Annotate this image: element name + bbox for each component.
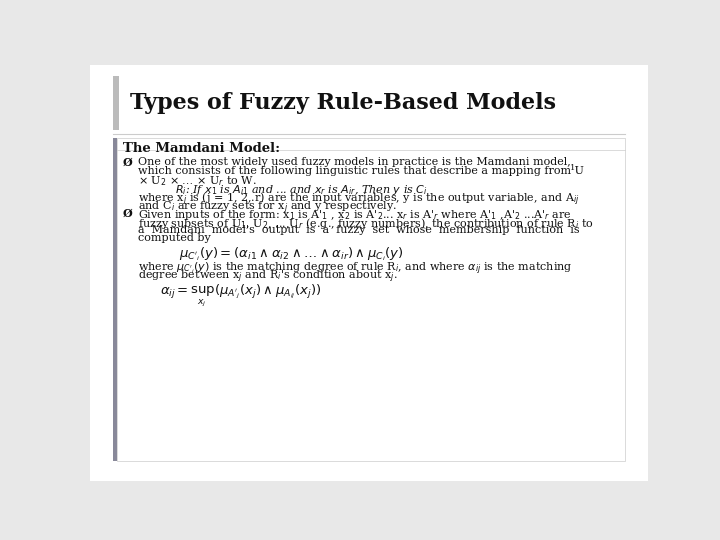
Bar: [113, 76, 120, 130]
Text: degree between x$_j$ and R$_i$'s condition about x$_j$.: degree between x$_j$ and R$_i$'s conditi…: [138, 269, 397, 285]
Text: computed by: computed by: [138, 233, 211, 244]
Text: where x$_j$ is (j = 1, 2,.r) are the input variables, y is the output variable, : where x$_j$ is (j = 1, 2,.r) are the inp…: [138, 191, 580, 208]
Text: $\alpha_{ij} = \sup_{x_j}(\mu_{A'_j}(x_j) \wedge \mu_{A_{ij}}(x_j))$: $\alpha_{ij} = \sup_{x_j}(\mu_{A'_j}(x_j…: [160, 283, 321, 309]
Text: and C$_i$ are fuzzy sets for x$_j$ and y respectively.: and C$_i$ are fuzzy sets for x$_j$ and y…: [138, 200, 397, 216]
Text: $R_i$: If $x_1$ is $A_{i1}$ and ... and $x_r$ is $A_{ir}$, Then $y$ is $C_i$: $R_i$: If $x_1$ is $A_{i1}$ and ... and …: [175, 183, 428, 197]
Text: 1: 1: [570, 164, 575, 172]
Text: Given inputs of the form: x$_1$ is A'$_1$ , x$_2$ is A'$_2$... x$_r$ is A'$_r$ w: Given inputs of the form: x$_1$ is A'$_1…: [138, 208, 572, 222]
Text: Types of Fuzzy Rule-Based Models: Types of Fuzzy Rule-Based Models: [130, 92, 557, 114]
Text: $\times$ U$_2$ $\times$ $\ldots$ $\times$ U$_r$ to W.: $\times$ U$_2$ $\times$ $\ldots$ $\times…: [138, 174, 257, 188]
Bar: [117, 138, 625, 461]
Text: The Mamdani Model:: The Mamdani Model:: [122, 142, 279, 155]
Text: a  Mamdani  model's  output  is  a  fuzzy  set  whose  membership  function  is: a Mamdani model's output is a fuzzy set …: [138, 225, 580, 235]
Bar: [113, 138, 117, 461]
Text: fuzzy subsets of U$_1$, U$_2$, ...,U$_r$ (e.g., fuzzy numbers), the contribution: fuzzy subsets of U$_1$, U$_2$, ...,U$_r$…: [138, 217, 594, 232]
Text: where $\mu_{C'_i}(y)$ is the matching degree of rule R$_i$, and where $\alpha_{i: where $\mu_{C'_i}(y)$ is the matching de…: [138, 260, 572, 277]
Text: Ø: Ø: [122, 208, 132, 219]
Text: Ø: Ø: [122, 157, 132, 168]
Text: which consists of the following linguistic rules that describe a mapping from U: which consists of the following linguist…: [138, 166, 584, 176]
Text: One of the most widely used fuzzy models in practice is the Mamdani model,: One of the most widely used fuzzy models…: [138, 157, 571, 167]
Text: $\mu_{C'_i}(y) = (\alpha_{i1} \wedge \alpha_{i2} \wedge \ldots \wedge \alpha_{ir: $\mu_{C'_i}(y) = (\alpha_{i1} \wedge \al…: [179, 246, 404, 264]
